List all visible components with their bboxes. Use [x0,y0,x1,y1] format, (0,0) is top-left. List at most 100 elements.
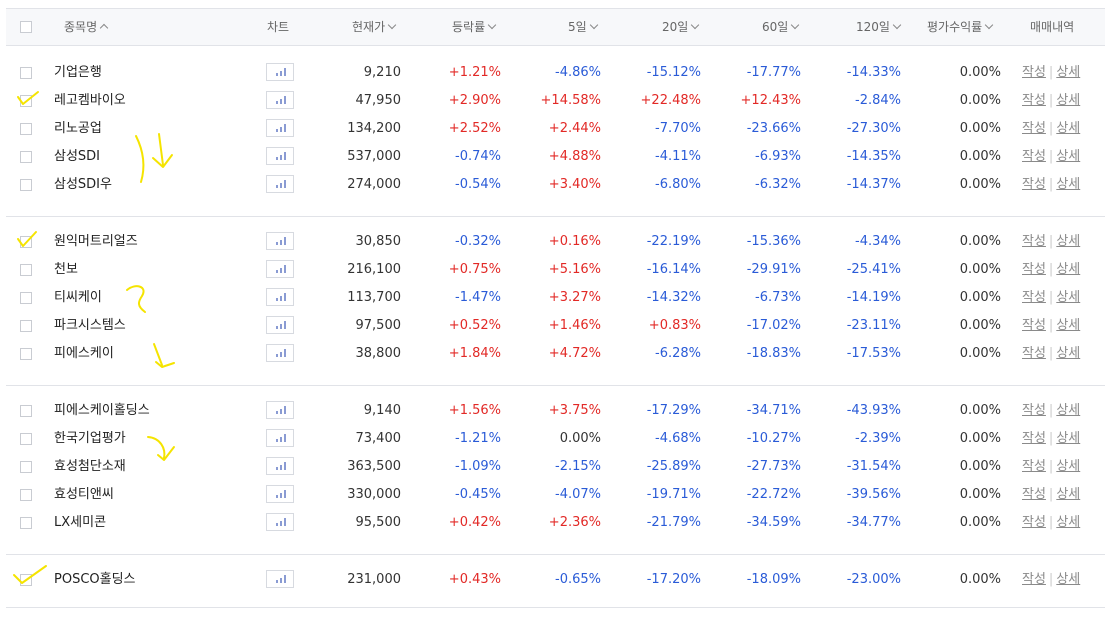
action-separator: | [1048,121,1054,136]
stock-name[interactable]: 피에스케이 [54,346,114,361]
chart-button[interactable] [266,175,294,193]
stock-name[interactable]: 기업은행 [54,65,102,80]
write-link[interactable]: 작성 [1022,572,1046,587]
detail-link[interactable]: 상세 [1056,431,1081,446]
sort-by-60d[interactable]: 60일 [762,9,800,45]
write-link[interactable]: 작성 [1022,290,1046,305]
chart-button[interactable] [266,260,294,278]
detail-link[interactable]: 상세 [1056,346,1081,361]
sort-by-120d[interactable]: 120일 [856,9,902,45]
detail-link[interactable]: 상세 [1056,234,1081,249]
stock-name[interactable]: LX세미콘 [54,515,107,530]
stock-name[interactable]: 리노공업 [54,121,102,136]
stock-name[interactable]: 레고켐바이오 [54,93,126,108]
d60-value: -6.32% [755,177,801,192]
detail-link[interactable]: 상세 [1056,177,1081,192]
chart-button[interactable] [266,63,294,81]
chart-button[interactable] [266,232,294,250]
write-link[interactable]: 작성 [1022,431,1046,446]
row-checkbox[interactable] [20,179,32,191]
write-link[interactable]: 작성 [1022,149,1046,164]
trade-history-actions: 작성 | 상세 [1022,115,1080,143]
chart-button[interactable] [266,513,294,531]
stock-name[interactable]: 천보 [54,262,78,277]
stock-name[interactable]: 삼성SDI [54,149,101,164]
detail-link[interactable]: 상세 [1056,487,1081,502]
write-link[interactable]: 작성 [1022,65,1046,80]
detail-link[interactable]: 상세 [1056,572,1081,587]
row-checkbox[interactable] [20,517,32,529]
stock-name[interactable]: 티씨케이 [54,290,102,305]
stock-name[interactable]: 피에스케이홀딩스 [54,403,150,418]
write-link[interactable]: 작성 [1022,177,1046,192]
stock-name[interactable]: 효성티앤씨 [54,487,114,502]
stock-name[interactable]: 삼성SDI우 [54,177,112,192]
row-checkbox[interactable] [20,320,32,332]
detail-link[interactable]: 상세 [1056,318,1081,333]
row-checkbox[interactable] [20,236,32,248]
write-link[interactable]: 작성 [1022,459,1046,474]
sort-by-profit[interactable]: 평가수익률 [927,9,994,45]
price-value: 95,500 [355,515,402,530]
row-checkbox[interactable] [20,95,32,107]
d20-value: -22.19% [646,234,701,249]
write-link[interactable]: 작성 [1022,318,1046,333]
trade-history-actions: 작성 | 상세 [1022,566,1080,594]
write-link[interactable]: 작성 [1022,515,1046,530]
detail-link[interactable]: 상세 [1056,459,1081,474]
detail-link[interactable]: 상세 [1056,403,1081,418]
stock-name[interactable]: 한국기업평가 [54,431,126,446]
detail-link[interactable]: 상세 [1056,93,1081,108]
detail-link[interactable]: 상세 [1056,262,1081,277]
detail-link[interactable]: 상세 [1056,515,1081,530]
write-link[interactable]: 작성 [1022,346,1046,361]
row-checkbox[interactable] [20,67,32,79]
chart-button[interactable] [266,119,294,137]
stock-name[interactable]: 원익머트리얼즈 [54,234,138,249]
row-checkbox[interactable] [20,461,32,473]
detail-link[interactable]: 상세 [1056,121,1081,136]
row-checkbox[interactable] [20,123,32,135]
select-all-checkbox[interactable] [20,21,32,33]
chart-button[interactable] [266,91,294,109]
write-link[interactable]: 작성 [1022,121,1046,136]
row-checkbox[interactable] [20,151,32,163]
stock-name[interactable]: 파크시스템스 [54,318,126,333]
write-link[interactable]: 작성 [1022,262,1046,277]
change-value: +2.90% [448,93,501,108]
stock-name[interactable]: 효성첨단소재 [54,459,126,474]
row-checkbox[interactable] [20,574,32,586]
write-link[interactable]: 작성 [1022,234,1046,249]
sort-by-change[interactable]: 등락률 [452,9,497,45]
detail-link[interactable]: 상세 [1056,65,1081,80]
detail-link[interactable]: 상세 [1056,149,1081,164]
row-checkbox[interactable] [20,489,32,501]
row-checkbox[interactable] [20,433,32,445]
d20-value: -19.71% [646,487,701,502]
row-checkbox[interactable] [20,292,32,304]
chart-button[interactable] [266,570,294,588]
chart-button[interactable] [266,429,294,447]
chart-button[interactable] [266,344,294,362]
sort-by-20d[interactable]: 20일 [662,9,700,45]
chart-button[interactable] [266,147,294,165]
chart-button[interactable] [266,288,294,306]
chart-button[interactable] [266,485,294,503]
write-link[interactable]: 작성 [1022,93,1046,108]
row-checkbox[interactable] [20,264,32,276]
chart-button[interactable] [266,457,294,475]
chart-button[interactable] [266,316,294,334]
action-separator: | [1048,459,1054,474]
sort-by-name[interactable]: 종목명 [64,9,109,45]
sort-by-price[interactable]: 현재가 [352,9,397,45]
row-checkbox[interactable] [20,348,32,360]
write-link[interactable]: 작성 [1022,487,1046,502]
sort-by-5d[interactable]: 5일 [568,9,598,45]
d60-value: -15.36% [746,234,801,249]
row-checkbox[interactable] [20,405,32,417]
d60-value: -18.83% [746,346,801,361]
write-link[interactable]: 작성 [1022,403,1046,418]
chart-button[interactable] [266,401,294,419]
detail-link[interactable]: 상세 [1056,290,1081,305]
stock-name[interactable]: POSCO홀딩스 [54,572,136,587]
